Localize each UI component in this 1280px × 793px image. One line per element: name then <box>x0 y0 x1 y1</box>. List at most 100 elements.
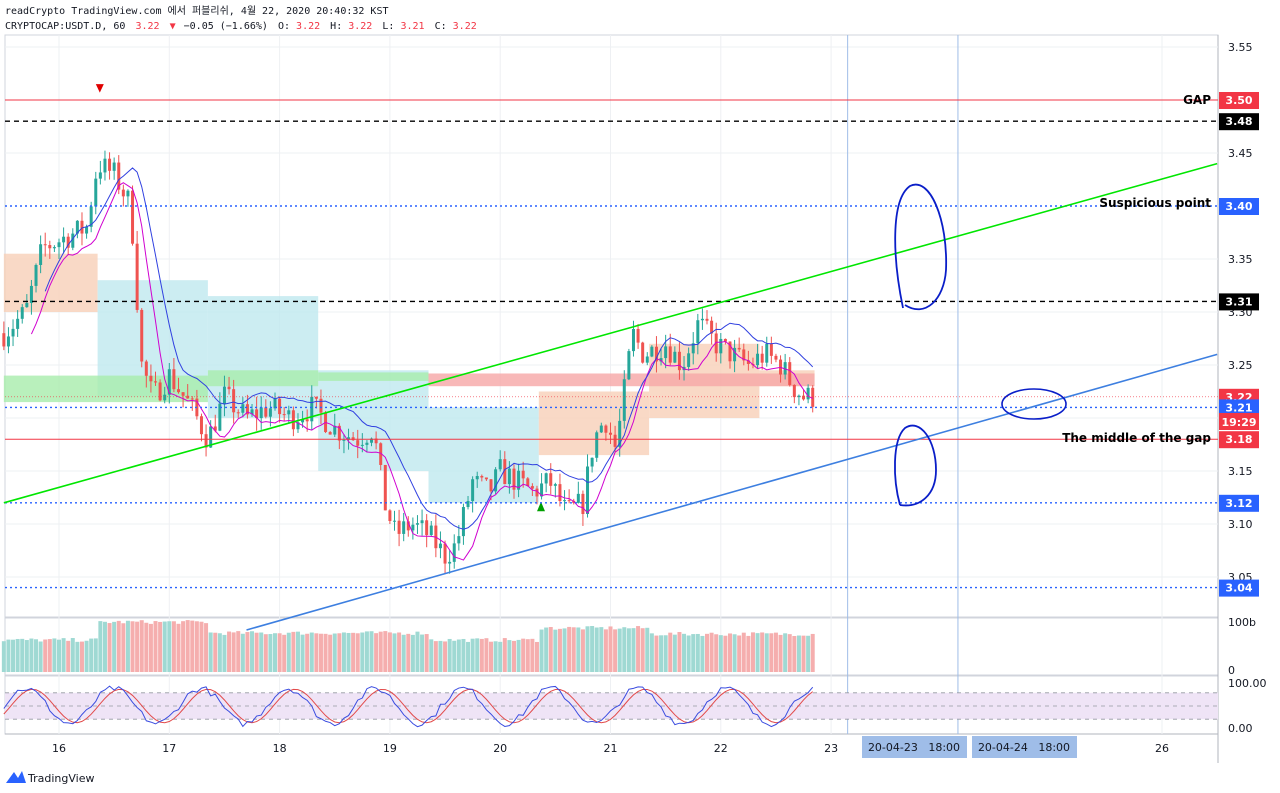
price-axis: 3.053.103.153.203.253.303.353.453.55100b… <box>1228 41 1267 735</box>
cloud-block <box>207 370 319 387</box>
cloud-block <box>428 407 539 503</box>
osc-tick-label: 0.00 <box>1228 722 1253 735</box>
volume-bar <box>107 623 112 672</box>
gap-label: GAP <box>1183 93 1211 107</box>
candle-body <box>98 172 102 179</box>
time-tick-label: 20 <box>493 742 507 755</box>
volume-bar <box>695 633 700 672</box>
volume-bar <box>617 628 622 672</box>
candle-body <box>310 396 314 422</box>
candle-body <box>43 244 47 246</box>
candle-body <box>429 525 433 536</box>
candle-body <box>420 520 424 524</box>
volume-bar <box>705 633 710 672</box>
candle-body <box>549 473 553 486</box>
down-arrow-icon: ▼ <box>170 21 176 32</box>
price-tag-box <box>1219 92 1259 109</box>
candle-body <box>131 190 135 244</box>
sell-signal-icon <box>95 84 104 93</box>
candle-body <box>411 524 415 531</box>
candle-body <box>609 432 612 435</box>
volume-bar <box>773 632 778 672</box>
volume-bar <box>6 639 11 672</box>
volume-bar <box>355 633 360 672</box>
volume-bar <box>585 626 590 672</box>
volume-bar <box>245 632 250 672</box>
high-label: H: <box>330 21 342 32</box>
candle-body <box>71 233 75 248</box>
candle-body <box>57 242 61 248</box>
candle-body <box>16 318 20 329</box>
candle-body <box>792 384 796 398</box>
candle-body <box>268 408 272 417</box>
candle-body <box>507 468 511 485</box>
candle-body <box>691 343 695 354</box>
volume-bar <box>613 629 618 672</box>
candle-body <box>535 488 539 497</box>
volume-bar <box>181 621 186 672</box>
volume-bar <box>534 641 539 672</box>
volume-bar <box>443 641 448 672</box>
volume-bar <box>672 634 677 672</box>
volume-bar <box>227 631 232 672</box>
volume-bar <box>277 633 282 672</box>
candle-body <box>333 425 337 435</box>
candle-body <box>723 338 727 342</box>
candle-body <box>765 343 769 363</box>
volume-bar <box>84 640 89 672</box>
volume-bar <box>447 638 452 672</box>
candle-body <box>218 403 222 431</box>
volume-bar <box>571 627 576 672</box>
candle-body <box>641 342 645 363</box>
tradingview-logo-icon[interactable] <box>6 771 26 783</box>
candle-body <box>742 349 746 361</box>
candle-body <box>245 404 249 415</box>
cloud-block <box>3 375 208 403</box>
volume-bar <box>52 638 57 672</box>
time-tick-label: 21 <box>604 742 618 755</box>
candle-body <box>52 247 56 249</box>
volume-bar <box>89 638 94 672</box>
volume-bar <box>24 640 29 672</box>
candle-body <box>337 425 341 441</box>
volume-bar <box>709 632 714 672</box>
trend-line-upper <box>3 162 1218 504</box>
ohlc-line: CRYPTOCAP:USDT.D, 60 3.22 ▼ −0.05 (−1.66… <box>5 21 477 32</box>
candle-body <box>489 479 493 492</box>
volume-tick-label: 0 <box>1228 664 1235 677</box>
candle-body <box>733 347 737 362</box>
candle-body <box>374 438 378 444</box>
candle-body <box>29 285 33 303</box>
candle-body <box>34 264 38 286</box>
candle-body <box>176 389 180 393</box>
time-tick-label: 17 <box>162 742 176 755</box>
time-tag-1-text: 20-04-23 18:00 <box>868 741 960 754</box>
volume-bar <box>1 641 6 672</box>
price-tag-box <box>1219 579 1259 597</box>
candle-body <box>811 387 815 407</box>
pen-drawings <box>894 183 1067 507</box>
candle-body <box>62 236 66 243</box>
volume-bar <box>20 638 25 672</box>
candle-body <box>241 404 245 413</box>
volume-bar <box>732 634 737 672</box>
candle-body <box>756 353 760 366</box>
candle-body <box>259 407 263 419</box>
volume-bar <box>760 632 765 672</box>
volume-bar <box>263 634 268 672</box>
volume-bar <box>649 633 654 672</box>
candle-body <box>6 336 10 347</box>
candle-body <box>213 426 217 431</box>
candle-body <box>328 432 332 435</box>
volume-bar <box>406 633 411 672</box>
candle-body <box>443 543 447 564</box>
volume-bar <box>626 628 631 672</box>
candle-body <box>291 410 295 430</box>
tradingview-logo-text: TradingView <box>27 772 94 785</box>
volume-bar <box>452 640 457 672</box>
volume-bar <box>15 638 20 672</box>
volume-bar <box>351 632 356 672</box>
volume-bar <box>576 627 581 672</box>
candle-body <box>530 486 534 489</box>
